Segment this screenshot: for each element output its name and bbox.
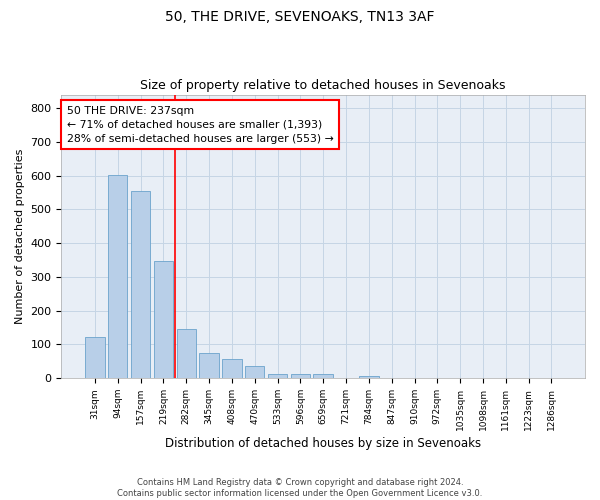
Bar [131,192,150,378]
Bar [176,328,196,378]
Bar [268,374,287,378]
Bar [359,376,379,378]
Bar [290,374,310,378]
Bar [245,366,265,378]
Bar [85,337,104,378]
Bar [313,374,333,378]
Bar [199,353,219,378]
Text: 50 THE DRIVE: 237sqm
← 71% of detached houses are smaller (1,393)
28% of semi-de: 50 THE DRIVE: 237sqm ← 71% of detached h… [67,106,334,144]
Bar [222,359,242,378]
Bar [108,176,127,378]
Y-axis label: Number of detached properties: Number of detached properties [15,148,25,324]
Text: Contains HM Land Registry data © Crown copyright and database right 2024.
Contai: Contains HM Land Registry data © Crown c… [118,478,482,498]
X-axis label: Distribution of detached houses by size in Sevenoaks: Distribution of detached houses by size … [165,437,481,450]
Title: Size of property relative to detached houses in Sevenoaks: Size of property relative to detached ho… [140,79,506,92]
Text: 50, THE DRIVE, SEVENOAKS, TN13 3AF: 50, THE DRIVE, SEVENOAKS, TN13 3AF [165,10,435,24]
Bar [154,261,173,378]
